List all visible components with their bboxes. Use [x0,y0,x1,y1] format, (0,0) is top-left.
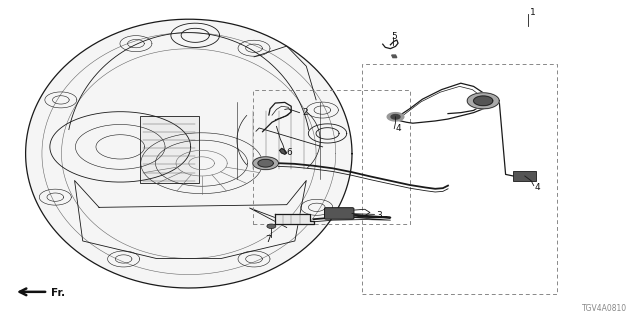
Polygon shape [387,113,404,121]
Bar [253,90,410,224]
Bar [140,116,198,183]
Circle shape [267,224,276,228]
Polygon shape [26,19,352,288]
Text: 3: 3 [376,212,382,220]
Text: TGV4A0810: TGV4A0810 [582,304,627,313]
Text: 6: 6 [287,148,292,156]
Polygon shape [392,55,397,58]
Polygon shape [467,93,499,109]
Polygon shape [391,115,400,119]
Polygon shape [474,96,493,106]
Bar [513,171,536,181]
Text: 4: 4 [535,183,541,192]
Polygon shape [275,214,314,224]
Text: 5: 5 [392,32,397,41]
Text: Fr.: Fr. [51,288,65,298]
Polygon shape [253,157,278,170]
Text: 7: 7 [266,236,271,244]
Text: 4: 4 [396,124,401,132]
Text: 1: 1 [530,8,536,17]
Polygon shape [280,148,287,154]
Polygon shape [258,159,273,167]
Bar [362,64,557,294]
Text: 2: 2 [302,108,308,116]
FancyBboxPatch shape [324,208,354,219]
